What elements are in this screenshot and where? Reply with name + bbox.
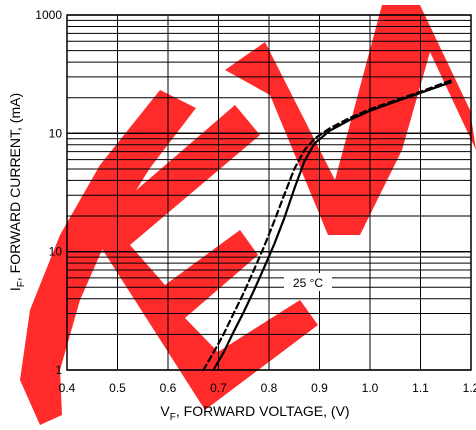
- chart-series: [202, 79, 452, 372]
- y-axis-title-rest: , FORWARD CURRENT, (mA): [7, 93, 23, 281]
- y-axis-title: IF, FORWARD CURRENT, (mA): [7, 93, 27, 291]
- series-line-solid: [212, 81, 452, 372]
- x-axis-title-sub: F: [170, 412, 176, 423]
- x-tick-label: 0.9: [311, 381, 328, 395]
- x-tick-label: 1.0: [362, 381, 379, 395]
- y-axis-title-main: I: [7, 287, 23, 291]
- x-tick-label: 1.2: [463, 381, 476, 395]
- x-axis-title: VF, FORWARD VOLTAGE, (V): [160, 403, 349, 423]
- x-tick-label: 0.7: [210, 381, 227, 395]
- x-axis-title-rest: , FORWARD VOLTAGE, (V): [176, 403, 350, 419]
- annotation-label: 25 °C: [293, 276, 323, 290]
- x-tick-label: 0.4: [59, 381, 76, 395]
- y-tick-label: 10: [49, 245, 63, 259]
- x-tick-labels: 0.4 0.5 0.6 0.7 0.8 0.9 1.0 1.1 1.2: [59, 381, 476, 395]
- y-axis-title-sub: F: [16, 281, 27, 287]
- x-tick-label: 0.8: [261, 381, 278, 395]
- x-tick-label: 0.6: [160, 381, 177, 395]
- watermark-letter-s: [20, 90, 196, 425]
- annotation-box: [284, 273, 332, 291]
- series-line-dashed: [202, 79, 452, 372]
- plot-frame: [66, 14, 472, 371]
- x-tick-label: 1.1: [412, 381, 429, 395]
- watermark: [20, 5, 476, 425]
- y-tick-label: 1: [55, 363, 62, 377]
- y-tick-label: 1000: [35, 8, 62, 22]
- y-tick-label: 10: [49, 126, 63, 140]
- y-tick-labels: 1 10 10 1000: [35, 8, 62, 377]
- x-tick-label: 0.5: [109, 381, 126, 395]
- x-axis-title-main: V: [160, 403, 170, 419]
